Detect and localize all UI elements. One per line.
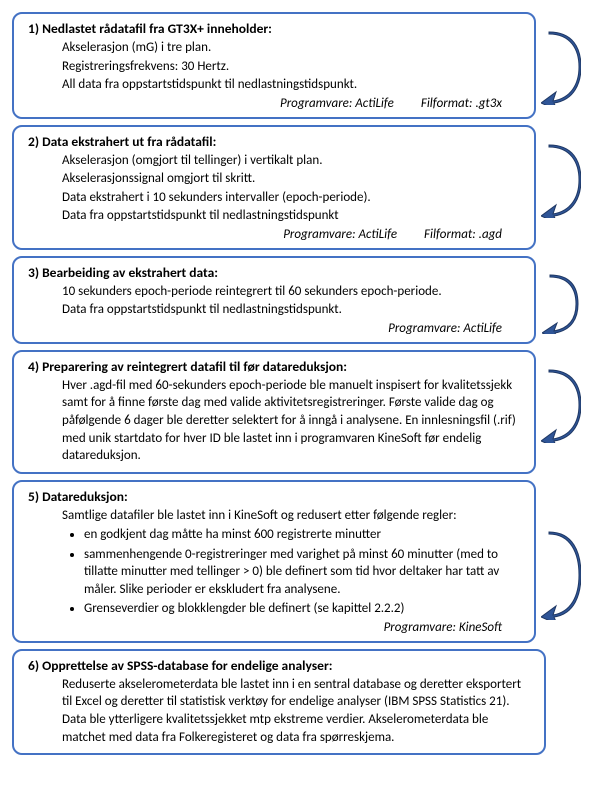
step-bullet: sammenhengende 0-registreringer med vari…	[84, 546, 522, 599]
step-line: Akselerasjon (mG) i tre plan.	[62, 39, 522, 57]
software-label: Programvare: ActiLife	[280, 96, 394, 111]
software-line-5: Programvare: KineSoft	[28, 620, 522, 635]
step-body-3: 10 sekunders epoch-periode reintegrert t…	[28, 283, 522, 319]
step-line: Reduserte akselerometerdata ble lastet i…	[62, 676, 532, 746]
step-line: Data ekstrahert i 10 sekunders intervall…	[62, 189, 522, 207]
step-box-3: 3) Bearbeiding av ekstrahert data: 10 se…	[12, 256, 536, 344]
flow-arrow-2	[536, 143, 581, 218]
step-title-3: 3) Bearbeiding av ekstrahert data:	[28, 264, 522, 281]
software-label: Programvare: KineSoft	[384, 620, 502, 635]
step-line: Data fra oppstartstidspunkt til nedlastn…	[62, 207, 522, 225]
software-label: Programvare: ActiLife	[388, 321, 502, 336]
software-label: Programvare: ActiLife	[283, 227, 397, 242]
software-line-2: Programvare: ActiLife Filformat: .agd	[28, 227, 522, 242]
step-body-2: Akselerasjon (omgjort til tellinger) i v…	[28, 152, 522, 225]
step-title-2: 2) Data ekstrahert ut fra rådatafil:	[28, 133, 522, 150]
step-bullets: en godkjent dag måtte ha minst 600 regis…	[62, 526, 522, 618]
step-bullet: en godkjent dag måtte ha minst 600 regis…	[84, 526, 522, 544]
step-body-6: Reduserte akselerometerdata ble lastet i…	[28, 676, 532, 746]
step-body-1: Akselerasjon (mG) i tre plan. Registreri…	[28, 39, 522, 94]
step-bullet: Grenseverdier og blokklengder ble define…	[84, 600, 522, 618]
step-box-4: 4) Preparering av reintegrert datafil ti…	[12, 350, 536, 474]
format-label: Filformat: .agd	[424, 227, 502, 242]
step-box-6: 6) Opprettelse av SPSS-database for ende…	[12, 649, 546, 755]
step-title-6: 6) Opprettelse av SPSS-database for ende…	[28, 657, 532, 674]
step-title-5: 5) Datareduksjon:	[28, 488, 522, 505]
software-line-3: Programvare: ActiLife	[28, 321, 522, 336]
flow-arrow-1	[536, 30, 581, 105]
step-body-5: Samtlige datafiler ble lastet inn i Kine…	[28, 507, 522, 618]
flow-arrow-4	[536, 368, 581, 443]
step-title-1: 1) Nedlastet rådatafil fra GT3X+ innehol…	[28, 20, 522, 37]
software-line-1: Programvare: ActiLife Filformat: .gt3x	[28, 96, 522, 111]
step-box-5: 5) Datareduksjon: Samtlige datafiler ble…	[12, 480, 536, 643]
step-title-4: 4) Preparering av reintegrert datafil ti…	[28, 358, 522, 375]
step-line: Akselerasjon (omgjort til tellinger) i v…	[62, 152, 522, 170]
flow-arrow-5	[536, 530, 581, 620]
step-line: Registreringsfrekvens: 30 Hertz.	[62, 58, 522, 76]
step-line: Hver .agd-fil med 60-sekunders epoch-per…	[62, 377, 522, 465]
step-body-4: Hver .agd-fil med 60-sekunders epoch-per…	[28, 377, 522, 465]
format-label: Filformat: .gt3x	[421, 96, 502, 111]
step-box-1: 1) Nedlastet rådatafil fra GT3X+ innehol…	[12, 12, 536, 119]
step-intro: Samtlige datafiler ble lastet inn i Kine…	[62, 507, 522, 525]
step-box-2: 2) Data ekstrahert ut fra rådatafil: Aks…	[12, 125, 536, 250]
step-line: All data fra oppstartstidspunkt til nedl…	[62, 76, 522, 94]
flow-arrow-3	[536, 274, 581, 334]
step-line: Data fra oppstartstidspunkt til nedlastn…	[62, 301, 522, 319]
step-line: 10 sekunders epoch-periode reintegrert t…	[62, 283, 522, 301]
step-line: Akselerasjonssignal omgjort til skritt.	[62, 170, 522, 188]
